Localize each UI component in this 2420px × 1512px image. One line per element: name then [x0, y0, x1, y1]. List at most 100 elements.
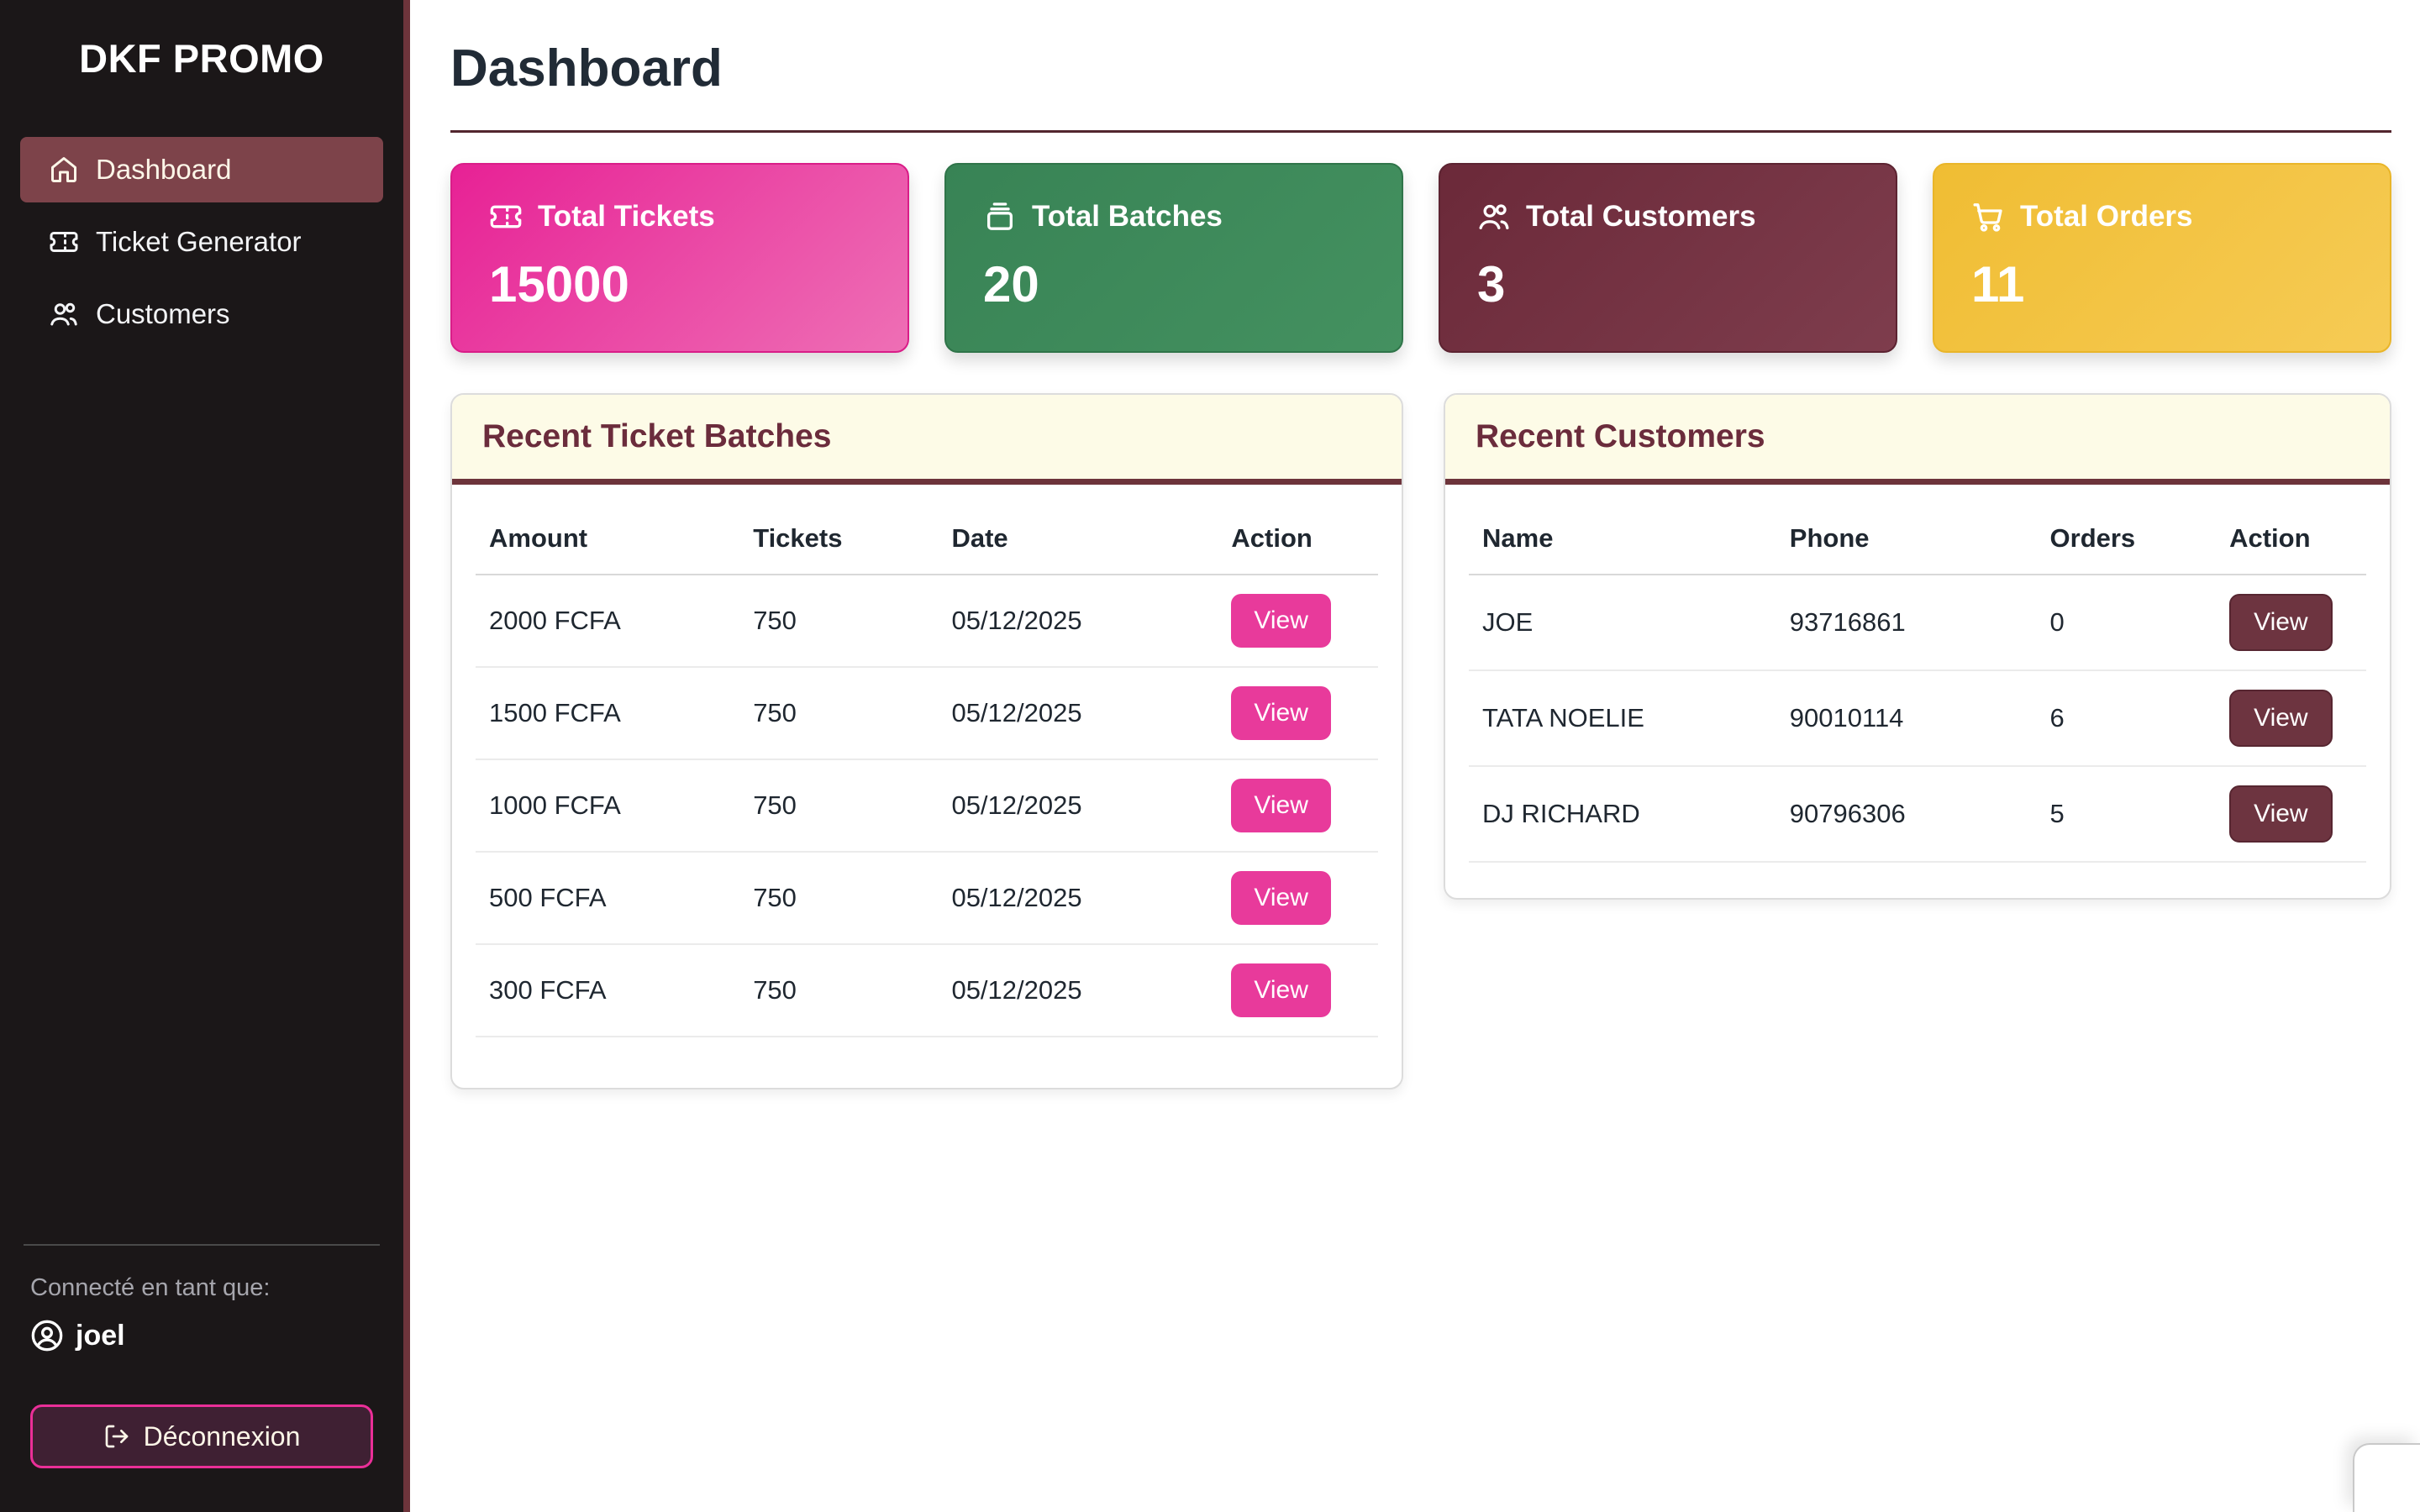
- stat-card-total-orders: Total Orders 11: [1933, 163, 2391, 353]
- panels: Recent Ticket Batches Amount Tickets Dat…: [450, 393, 2391, 1089]
- user-row: joel: [30, 1319, 373, 1352]
- view-batch-button[interactable]: View: [1231, 871, 1331, 925]
- main-content: Dashboard Total Tickets 15000 Total Batc…: [410, 0, 2420, 1512]
- column-header-tickets: Tickets: [753, 523, 843, 553]
- stat-value: 3: [1477, 256, 1506, 312]
- title-divider: [450, 130, 2391, 133]
- batch-amount: 1500 FCFA: [489, 698, 621, 727]
- username: joel: [76, 1319, 125, 1352]
- customer-orders: 6: [2049, 703, 2065, 732]
- batch-date: 05/12/2025: [951, 975, 1082, 1005]
- logout-label: Déconnexion: [143, 1420, 301, 1452]
- table-row: 1000 FCFA 750 05/12/2025 View: [476, 759, 1378, 852]
- stat-card-total-batches: Total Batches 20: [944, 163, 1403, 353]
- ticket-icon: [489, 200, 523, 234]
- users-icon: [1477, 200, 1511, 234]
- customer-orders: 5: [2049, 799, 2065, 828]
- panel-header: Recent Customers: [1445, 395, 2390, 485]
- column-header-action: Action: [2229, 523, 2311, 553]
- panel-title: Recent Customers: [1476, 418, 1765, 454]
- view-batch-button[interactable]: View: [1231, 594, 1331, 648]
- customer-orders: 0: [2049, 607, 2065, 637]
- batch-date: 05/12/2025: [951, 883, 1082, 912]
- table-header-row: Name Phone Orders Action: [1469, 496, 2366, 575]
- table-row: TATA NOELIE 90010114 6 View: [1469, 670, 2366, 766]
- sidebar-footer: Connecté en tant que: joel Déconnexion: [0, 1221, 403, 1512]
- sidebar-item-label: Dashboard: [96, 154, 232, 185]
- sidebar-item-label: Ticket Generator: [96, 226, 302, 257]
- stack-icon: [983, 200, 1017, 234]
- column-header-orders: Orders: [2049, 523, 2136, 553]
- customer-phone: 90010114: [1789, 703, 1904, 732]
- sidebar-item-label: Customers: [96, 298, 230, 329]
- sidebar-item-customers[interactable]: Customers: [20, 281, 383, 347]
- column-header-phone: Phone: [1789, 523, 1870, 553]
- batch-date: 05/12/2025: [951, 790, 1082, 820]
- column-header-amount: Amount: [489, 523, 588, 553]
- customer-name: DJ RICHARD: [1482, 799, 1640, 828]
- batch-tickets: 750: [753, 790, 797, 820]
- view-customer-button[interactable]: View: [2229, 594, 2333, 651]
- view-customer-button[interactable]: View: [2229, 785, 2333, 843]
- stat-card-total-customers: Total Customers 3: [1439, 163, 1897, 353]
- batch-tickets: 750: [753, 975, 797, 1005]
- batch-amount: 500 FCFA: [489, 883, 607, 912]
- customer-name: JOE: [1482, 607, 1534, 637]
- view-batch-button[interactable]: View: [1231, 686, 1331, 740]
- session-label: Connecté en tant que:: [30, 1274, 271, 1301]
- sidebar-item-ticket-generator[interactable]: Ticket Generator: [20, 209, 383, 275]
- table-row: 2000 FCFA 750 05/12/2025 View: [476, 575, 1378, 667]
- column-header-action: Action: [1231, 523, 1313, 553]
- brand-title: DKF PROMO: [79, 36, 324, 81]
- customer-phone: 90796306: [1789, 799, 1906, 828]
- table-row: DJ RICHARD 90796306 5 View: [1469, 766, 2366, 862]
- view-customer-button[interactable]: View: [2229, 690, 2333, 747]
- user-circle-icon: [30, 1319, 64, 1352]
- batch-amount: 2000 FCFA: [489, 606, 621, 635]
- panel-header: Recent Ticket Batches: [452, 395, 1402, 485]
- sidebar-item-dashboard[interactable]: Dashboard: [20, 137, 383, 202]
- batch-date: 05/12/2025: [951, 606, 1082, 635]
- stat-card-total-tickets: Total Tickets 15000: [450, 163, 909, 353]
- stat-label: Total Customers: [1526, 200, 1756, 233]
- batch-amount: 300 FCFA: [489, 975, 607, 1005]
- view-batch-button[interactable]: View: [1231, 963, 1331, 1017]
- recent-ticket-batches-panel: Recent Ticket Batches Amount Tickets Dat…: [450, 393, 1403, 1089]
- sidebar-nav: Dashboard Ticket Generator Customers: [0, 137, 403, 347]
- batch-tickets: 750: [753, 698, 797, 727]
- column-header-date: Date: [951, 523, 1008, 553]
- batch-date: 05/12/2025: [951, 698, 1082, 727]
- stat-label: Total Batches: [1032, 200, 1223, 233]
- cart-icon: [1971, 200, 2005, 234]
- batch-tickets: 750: [753, 883, 797, 912]
- table-row: 500 FCFA 750 05/12/2025 View: [476, 852, 1378, 944]
- home-icon: [49, 155, 79, 185]
- stat-value: 11: [1971, 256, 2025, 312]
- logout-button[interactable]: Déconnexion: [30, 1404, 373, 1468]
- logout-icon: [103, 1423, 130, 1450]
- stat-cards: Total Tickets 15000 Total Batches 20 Tot…: [450, 163, 2391, 353]
- customer-phone: 93716861: [1789, 607, 1906, 637]
- recent-customers-panel: Recent Customers Name Phone Orders Actio…: [1444, 393, 2391, 900]
- table-row: 1500 FCFA 750 05/12/2025 View: [476, 667, 1378, 759]
- stat-value: 20: [983, 256, 1039, 312]
- table-row: JOE 93716861 0 View: [1469, 575, 2366, 670]
- corner-widget: [2353, 1443, 2420, 1512]
- table-header-row: Amount Tickets Date Action: [476, 496, 1378, 575]
- page-title: Dashboard: [450, 39, 723, 97]
- stat-label: Total Orders: [2020, 200, 2193, 233]
- users-icon: [49, 299, 79, 329]
- view-batch-button[interactable]: View: [1231, 779, 1331, 832]
- column-header-name: Name: [1482, 523, 1554, 553]
- panel-title: Recent Ticket Batches: [482, 418, 832, 454]
- sidebar: DKF PROMO Dashboard Ticket Generator Cus…: [0, 0, 410, 1512]
- customer-name: TATA NOELIE: [1482, 703, 1644, 732]
- ticket-icon: [49, 227, 79, 257]
- ticket-batches-table: Amount Tickets Date Action 2000 FCFA 750…: [476, 496, 1378, 1037]
- table-row: 300 FCFA 750 05/12/2025 View: [476, 944, 1378, 1037]
- sidebar-footer-divider: [24, 1244, 380, 1246]
- batch-tickets: 750: [753, 606, 797, 635]
- stat-value: 15000: [489, 256, 629, 312]
- customers-table: Name Phone Orders Action JOE 93716861 0 …: [1469, 496, 2366, 863]
- stat-label: Total Tickets: [538, 200, 715, 233]
